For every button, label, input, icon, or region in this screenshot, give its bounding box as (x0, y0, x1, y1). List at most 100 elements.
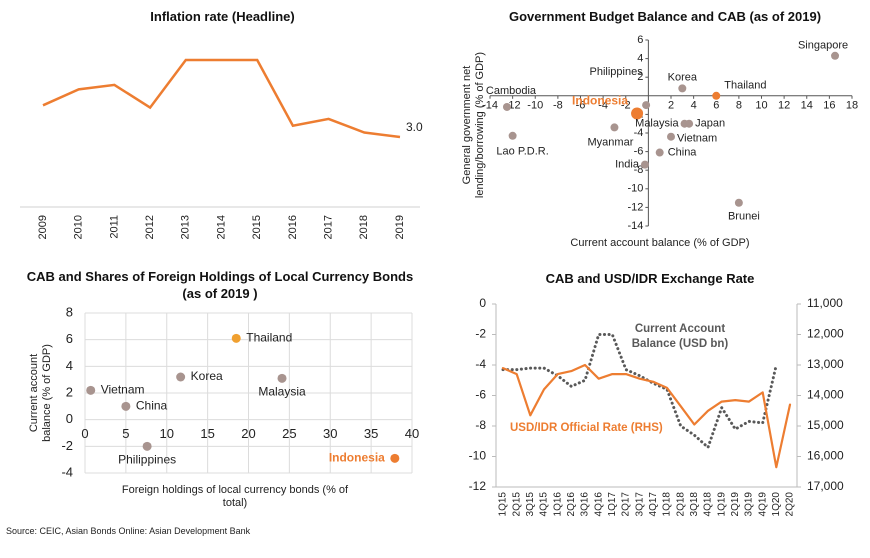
y-tick-label: -12 (627, 201, 643, 213)
point-label: India (615, 159, 640, 171)
data-point (655, 148, 664, 157)
y-tick-label: -12 (469, 479, 487, 493)
x-tick-label: 2009 (37, 215, 49, 239)
x-tick-label: 0 (81, 426, 88, 441)
x-tick-label: 2Q20 (785, 492, 796, 517)
data-point (631, 107, 644, 120)
y2-tick-label: 16,000 (807, 449, 844, 463)
source-note: Source: CEIC, Asian Bonds Online: Asian … (6, 526, 251, 536)
x-tick-label: 2Q19 (730, 492, 741, 517)
x-tick-label: 2011 (108, 215, 120, 239)
y-tick-label: 4 (637, 53, 643, 65)
x-tick-label: 2Q16 (566, 492, 577, 517)
y-tick-label: -6 (634, 146, 644, 158)
x-tick-label: 2015 (251, 215, 263, 239)
point-label: Philippines (590, 66, 644, 78)
y2-tick-label: 13,000 (807, 357, 844, 371)
x-tick-label: 2012 (144, 215, 156, 239)
point-label: Singapore (798, 40, 848, 52)
y2-tick-label: 17,000 (807, 479, 844, 493)
chart-title: CAB and USD/IDR Exchange Rate (545, 271, 755, 286)
x-tick-label: 2017 (323, 215, 335, 239)
series-label: USD/IDR Official Rate (RHS) (510, 422, 663, 434)
data-point (831, 51, 840, 60)
chart-title: Government Budget Balance and CAB (as of… (508, 9, 822, 24)
x-tick-label: 20 (241, 426, 255, 441)
x-tick-label: 1Q16 (552, 492, 563, 517)
x-tick-label: -2 (621, 100, 631, 112)
x-tick-label: 2014 (215, 215, 227, 239)
x-tick-label: -4 (598, 100, 608, 112)
data-label: 3.0 (406, 120, 423, 134)
point-label: Vietnam (677, 133, 717, 145)
y-tick-label: -14 (627, 220, 643, 232)
data-point (231, 333, 241, 343)
data-point (640, 160, 649, 169)
x-tick-label: 4Q17 (648, 492, 659, 517)
data-line (501, 363, 792, 469)
data-point (610, 123, 619, 132)
y2-tick-label: 12,000 (807, 327, 844, 341)
x-tick-label: 3Q17 (634, 492, 645, 517)
y-tick-label: -4 (634, 127, 644, 139)
x-tick-label: 4Q19 (757, 492, 768, 517)
point-label: Brunei (728, 211, 760, 223)
x-tick-label: 4 (691, 100, 697, 112)
data-point (642, 101, 651, 110)
data-point (734, 198, 743, 207)
x-tick-label: 25 (282, 426, 296, 441)
point-label: Vietnam (101, 383, 145, 397)
y-tick-label: 2 (637, 71, 643, 83)
x-tick-label: 40 (405, 426, 419, 441)
x-tick-label: 2019 (394, 215, 406, 239)
x-tick-label: -14 (482, 100, 498, 112)
x-tick-label: 5 (122, 426, 129, 441)
y-tick-label: 8 (66, 304, 73, 319)
x-tick-label: -10 (527, 100, 543, 112)
point-label: Myanmar (588, 136, 634, 148)
x-tick-label: 1Q15 (498, 492, 509, 517)
point-label: Indonesia (329, 451, 385, 465)
x-tick-label: 4Q15 (539, 492, 550, 517)
data-point (176, 372, 186, 382)
data-point (390, 453, 400, 463)
y2-tick-label: 11,000 (807, 296, 843, 310)
y-tick-label: -8 (634, 164, 644, 176)
x-tick-label: 1Q18 (662, 492, 673, 517)
point-label: Thailand (246, 331, 292, 345)
data-point (712, 91, 721, 100)
y-tick-label: -6 (475, 388, 486, 402)
y-tick-label: -4 (475, 357, 486, 371)
data-line (42, 58, 401, 139)
point-label: Japan (695, 118, 725, 130)
chart-title: CAB and Shares of Foreign Holdings of Lo… (26, 269, 414, 301)
x-tick-label: 18 (846, 100, 858, 112)
data-point (502, 102, 511, 111)
x-tick-label: 3Q18 (689, 492, 700, 517)
x-tick-label: 2016 (287, 215, 299, 239)
x-tick-label: 6 (713, 100, 719, 112)
y-tick-label: -10 (469, 449, 487, 463)
x-tick-label: 1Q17 (607, 492, 618, 517)
series-label: Current Account Balance (USD bn) (631, 323, 729, 350)
y2-tick-label: 14,000 (807, 388, 844, 402)
data-point (685, 119, 694, 128)
x-tick-label: 2Q15 (511, 492, 522, 517)
data-point (277, 373, 287, 383)
x-tick-label: 4Q16 (593, 492, 604, 517)
y-tick-label: -2 (61, 438, 73, 453)
x-tick-label: 12 (778, 100, 790, 112)
point-label: Philippines (118, 453, 176, 467)
data-line (501, 333, 778, 449)
x-tick-label: 2013 (180, 215, 192, 239)
data-point (678, 84, 687, 93)
point-label: Korea (668, 71, 698, 83)
y2-tick-label: 15,000 (807, 418, 844, 432)
x-tick-label: 2Q17 (621, 492, 632, 517)
x-axis-label: Foreign holdings of local currency bonds… (121, 484, 349, 509)
x-tick-label: 14 (801, 100, 813, 112)
y-tick-label: 4 (66, 358, 73, 373)
x-tick-label: 10 (755, 100, 767, 112)
x-tick-label: 2018 (358, 215, 370, 239)
